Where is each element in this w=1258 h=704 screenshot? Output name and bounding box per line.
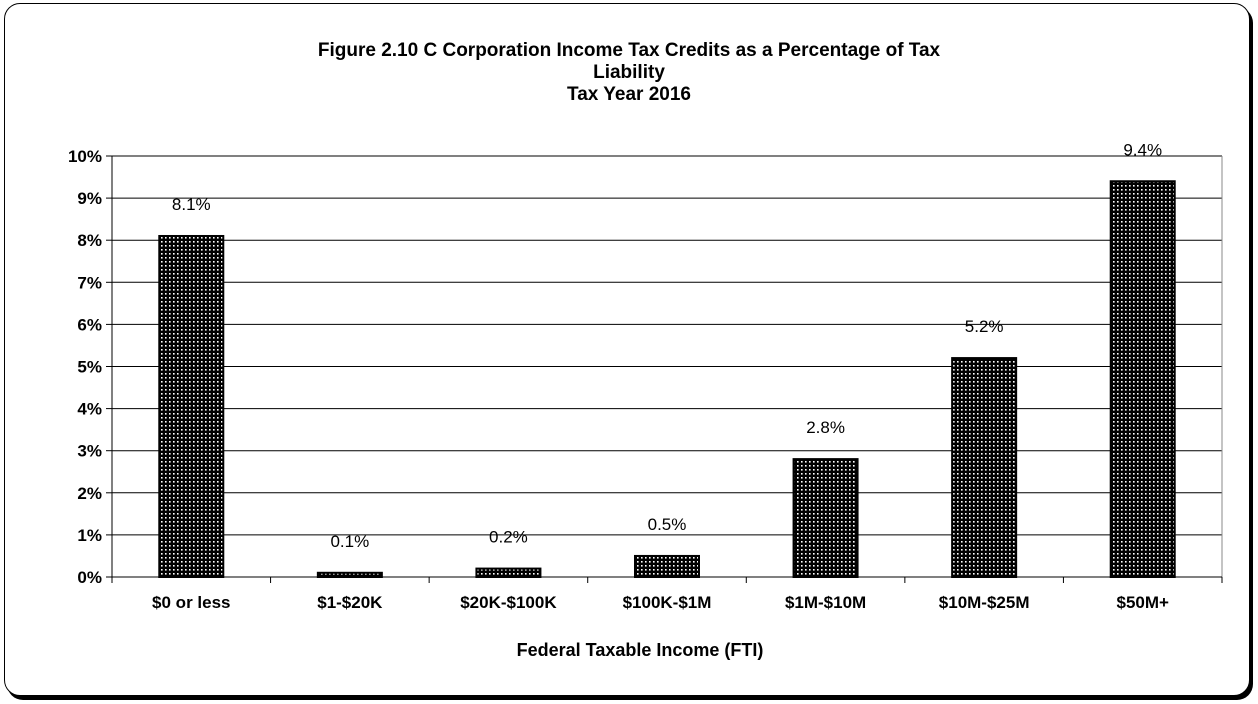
y-tick-label: 8% [77,231,102,250]
bar [475,567,542,579]
y-tick-label: 5% [77,358,102,377]
bar [792,458,859,578]
bar [1109,180,1176,578]
x-tick-label: $0 or less [152,593,230,612]
bar [951,357,1018,578]
y-tick-label: 9% [77,189,102,208]
data-label: 0.2% [489,528,528,547]
y-tick-label: 1% [77,526,102,545]
labels: 0% 1% 2% 3% 4% 5% 6% 7% 8% 9% 10% 8.1% $0 or less 0.1… [68,140,1169,612]
chart-title-line-1: Figure 2.10 C Corporation Income Tax Cre… [317,40,941,61]
data-label: 0.1% [330,532,369,551]
x-tick-label: $100K-$1M [623,593,712,612]
x-tick-label: $1M-$10M [785,593,866,612]
bars [158,180,1176,579]
x-tick-label: $10M-$25M [939,593,1030,612]
data-label: 5.2% [965,317,1004,336]
data-label: 2.8% [806,418,845,437]
data-label: 9.4% [1123,140,1162,159]
bar [158,234,225,579]
data-label: 8.1% [172,195,211,214]
y-tick-label: 6% [77,315,102,334]
x-tick-label: $50M+ [1116,593,1169,612]
chart-title-line-2: Liability [593,62,665,83]
y-tick-label: 0% [77,568,102,587]
data-label: 0.5% [648,515,687,534]
x-tick-label: $20K-$100K [460,593,557,612]
y-tick-label: 10% [68,147,102,166]
x-axis-title: Federal Taxable Income (FTI) [517,640,764,660]
x-tick-label: $1-$20K [317,593,383,612]
bar [316,571,383,578]
bar [634,554,700,579]
y-tick-label: 2% [77,484,102,503]
y-tick-label: 7% [77,273,102,292]
chart-title-line-3: Tax Year 2016 [567,84,691,105]
y-tick-label: 3% [77,442,102,461]
y-tick-label: 4% [77,400,102,419]
gridlines [112,155,1222,536]
